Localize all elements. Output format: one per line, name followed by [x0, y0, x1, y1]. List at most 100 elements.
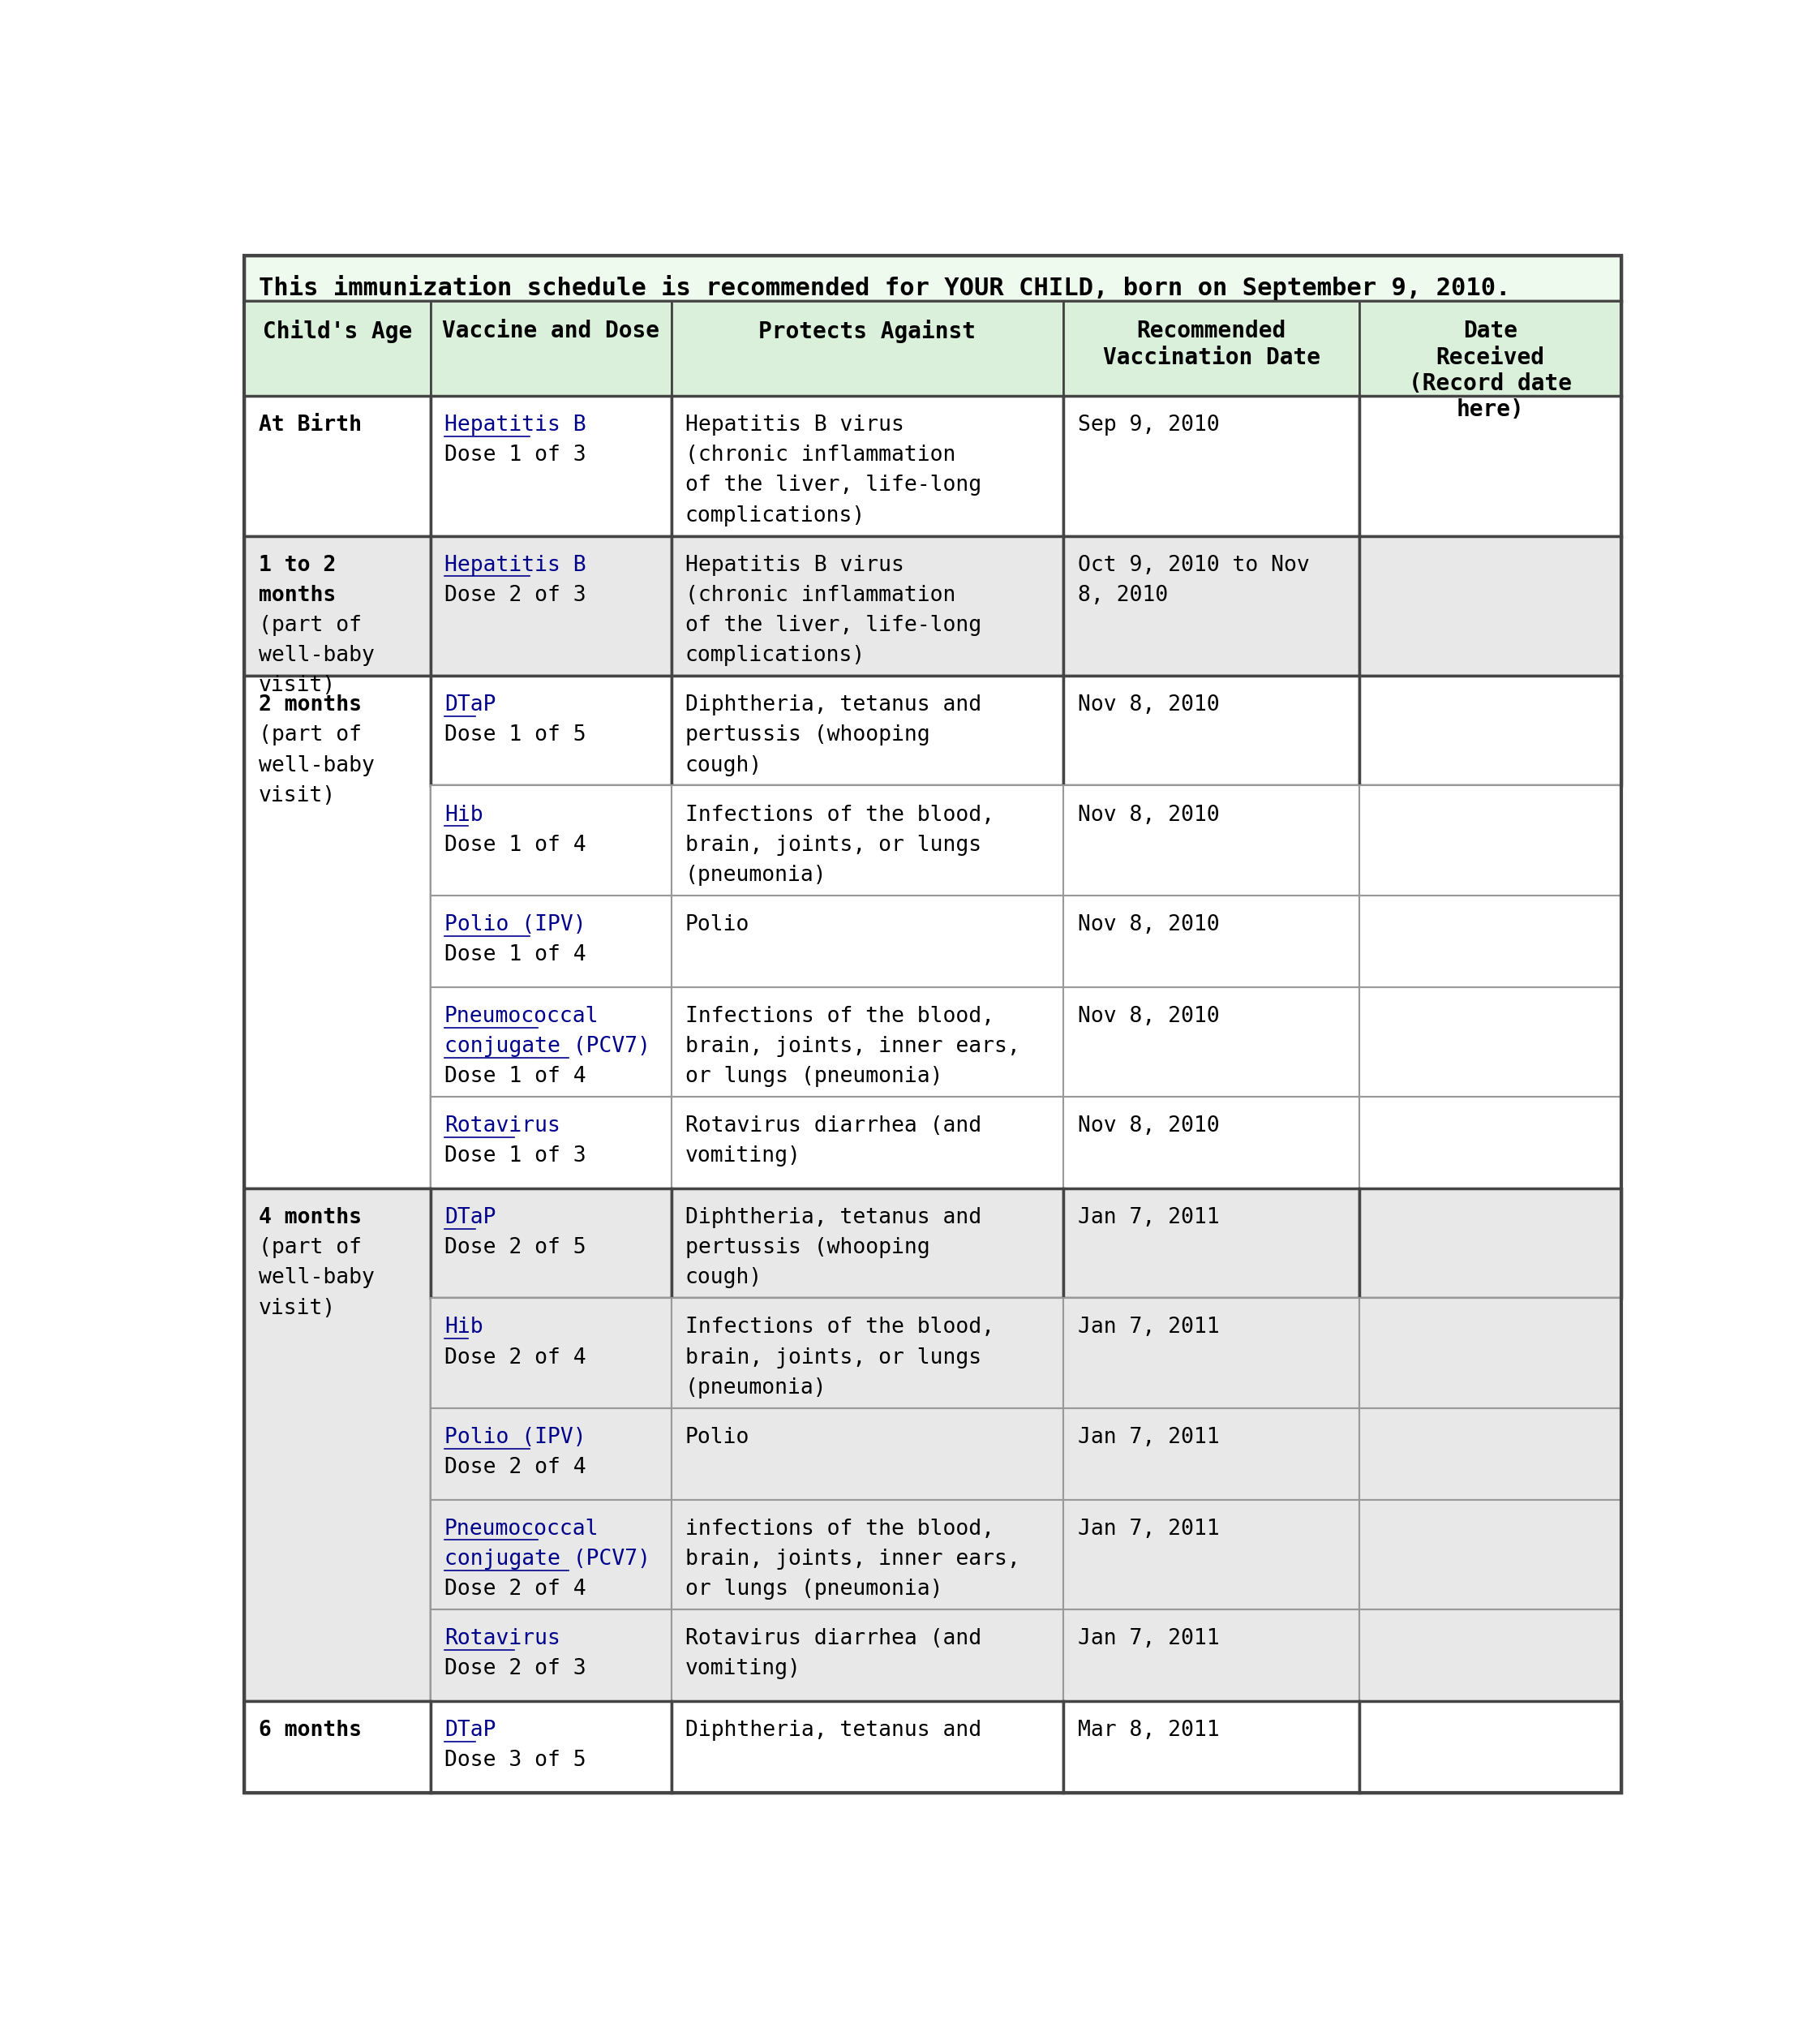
- Text: Infections of the blood,: Infections of the blood,: [686, 1316, 994, 1338]
- Text: Dose 2 of 4: Dose 2 of 4: [444, 1456, 586, 1478]
- Bar: [1360, 1188, 1622, 1298]
- Bar: [430, 1097, 672, 1188]
- Bar: [1063, 535, 1360, 675]
- Text: Nov 8, 2010: Nov 8, 2010: [1077, 694, 1219, 716]
- Text: or lungs (pneumonia): or lungs (pneumonia): [686, 1067, 943, 1087]
- Bar: [1360, 896, 1622, 988]
- Text: Dose 3 of 5: Dose 3 of 5: [444, 1750, 586, 1770]
- Text: (chronic inflammation: (chronic inflammation: [686, 584, 956, 606]
- Bar: [1063, 1097, 1360, 1188]
- Bar: [244, 1701, 430, 1793]
- Text: conjugate (PCV7): conjugate (PCV7): [444, 1036, 650, 1057]
- Bar: [430, 675, 672, 785]
- Text: This immunization schedule is recommended for YOUR CHILD, born on September 9, 2: This immunization schedule is recommende…: [258, 274, 1511, 300]
- Bar: [672, 1610, 1063, 1701]
- Text: Jan 7, 2011: Jan 7, 2011: [1077, 1207, 1219, 1229]
- Text: 1 to 2: 1 to 2: [258, 554, 335, 576]
- Text: pertussis (whooping: pertussis (whooping: [686, 1237, 930, 1257]
- Text: Nov 8, 2010: Nov 8, 2010: [1077, 1006, 1219, 1026]
- Text: Dose 1 of 3: Dose 1 of 3: [444, 1146, 586, 1166]
- Bar: [1063, 1499, 1360, 1610]
- Text: of the liver, life-long: of the liver, life-long: [686, 475, 981, 497]
- Text: complications): complications): [686, 505, 866, 525]
- Text: Hepatitis B: Hepatitis B: [444, 554, 586, 576]
- Bar: [244, 395, 430, 535]
- Text: Dose 2 of 3: Dose 2 of 3: [444, 1659, 586, 1679]
- Bar: [244, 1188, 430, 1701]
- Text: brain, joints, inner ears,: brain, joints, inner ears,: [686, 1549, 1019, 1570]
- Bar: [1063, 675, 1360, 785]
- Text: cough): cough): [686, 754, 763, 777]
- Bar: [672, 785, 1063, 896]
- Text: Hepatitis B: Hepatitis B: [444, 414, 586, 436]
- Text: vomiting): vomiting): [686, 1146, 801, 1166]
- Text: Rotavirus diarrhea (and: Rotavirus diarrhea (and: [686, 1115, 981, 1136]
- Text: 6 months: 6 months: [258, 1720, 362, 1740]
- Bar: [430, 785, 672, 896]
- Bar: [244, 675, 430, 1188]
- Bar: [1063, 896, 1360, 988]
- Text: brain, joints, inner ears,: brain, joints, inner ears,: [686, 1036, 1019, 1057]
- Bar: [430, 1701, 672, 1793]
- Text: DTaP: DTaP: [444, 1207, 495, 1229]
- Text: Recommended
Vaccination Date: Recommended Vaccination Date: [1103, 320, 1320, 369]
- Text: At Birth: At Birth: [258, 414, 362, 436]
- Text: brain, joints, or lungs: brain, joints, or lungs: [686, 834, 981, 856]
- Bar: [430, 395, 672, 535]
- Text: Infections of the blood,: Infections of the blood,: [686, 1006, 994, 1026]
- Bar: [672, 395, 1063, 535]
- Text: 8, 2010: 8, 2010: [1077, 584, 1168, 606]
- Bar: [672, 300, 1063, 395]
- Bar: [430, 1407, 672, 1499]
- Bar: [1360, 1610, 1622, 1701]
- Text: Protects Against: Protects Against: [759, 320, 976, 343]
- Text: or lungs (pneumonia): or lungs (pneumonia): [686, 1578, 943, 1600]
- Text: months: months: [258, 584, 335, 606]
- Bar: [672, 988, 1063, 1097]
- Text: DTaP: DTaP: [444, 1720, 495, 1740]
- Bar: [1063, 300, 1360, 395]
- Text: Rotavirus: Rotavirus: [444, 1628, 561, 1649]
- Text: Jan 7, 2011: Jan 7, 2011: [1077, 1628, 1219, 1649]
- Bar: [430, 1610, 672, 1701]
- Bar: [1063, 1701, 1360, 1793]
- Bar: [1360, 785, 1622, 896]
- Text: vomiting): vomiting): [686, 1659, 801, 1679]
- Bar: [672, 535, 1063, 675]
- Bar: [1360, 988, 1622, 1097]
- Text: pertussis (whooping: pertussis (whooping: [686, 724, 930, 746]
- Text: Dose 2 of 4: Dose 2 of 4: [444, 1347, 586, 1369]
- Text: (pneumonia): (pneumonia): [686, 1377, 826, 1399]
- Bar: [672, 1188, 1063, 1298]
- Text: Nov 8, 2010: Nov 8, 2010: [1077, 915, 1219, 935]
- Text: Jan 7, 2011: Jan 7, 2011: [1077, 1316, 1219, 1338]
- Text: well-baby: well-baby: [258, 1268, 375, 1288]
- Text: Polio (IPV): Polio (IPV): [444, 915, 586, 935]
- Text: Dose 2 of 5: Dose 2 of 5: [444, 1237, 586, 1257]
- Bar: [1360, 1701, 1622, 1793]
- Bar: [672, 896, 1063, 988]
- Text: Hib: Hib: [444, 1316, 482, 1338]
- Text: (part of: (part of: [258, 614, 362, 637]
- Text: Oct 9, 2010 to Nov: Oct 9, 2010 to Nov: [1077, 554, 1309, 576]
- Bar: [430, 535, 672, 675]
- Text: Dose 1 of 3: Dose 1 of 3: [444, 444, 586, 466]
- Text: Diphtheria, tetanus and: Diphtheria, tetanus and: [686, 1720, 981, 1740]
- Bar: [430, 1298, 672, 1407]
- Text: Polio: Polio: [686, 915, 750, 935]
- Bar: [244, 256, 1622, 300]
- Text: (part of: (part of: [258, 724, 362, 746]
- Text: Nov 8, 2010: Nov 8, 2010: [1077, 805, 1219, 825]
- Text: Jan 7, 2011: Jan 7, 2011: [1077, 1428, 1219, 1448]
- Text: Hib: Hib: [444, 805, 482, 825]
- Bar: [1360, 300, 1622, 395]
- Bar: [1360, 1097, 1622, 1188]
- Bar: [672, 1097, 1063, 1188]
- Text: well-baby: well-baby: [258, 645, 375, 665]
- Bar: [430, 1499, 672, 1610]
- Bar: [1063, 785, 1360, 896]
- Text: Polio (IPV): Polio (IPV): [444, 1428, 586, 1448]
- Bar: [672, 1407, 1063, 1499]
- Text: (part of: (part of: [258, 1237, 362, 1257]
- Text: visit): visit): [258, 785, 335, 805]
